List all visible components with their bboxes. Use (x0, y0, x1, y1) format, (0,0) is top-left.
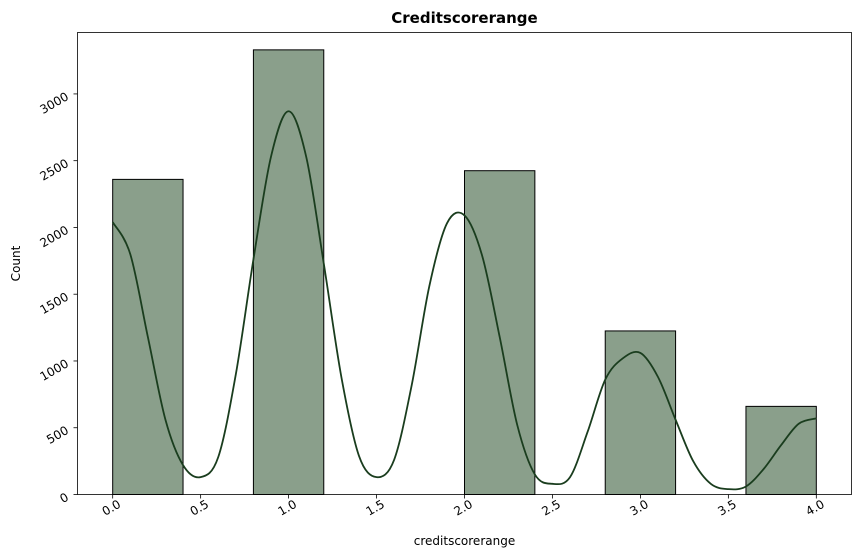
histogram-bars (112, 49, 817, 496)
x-axis-label: creditscorerange (414, 534, 515, 548)
y-tick-label: 1000 (38, 356, 71, 383)
y-tick-label: 3000 (38, 89, 71, 116)
y-axis-ticks: 0 500 1000 1500 2000 2500 3000 (38, 89, 78, 506)
x-tick-label: 3.5 (715, 497, 739, 519)
y-axis-label: Count (9, 245, 23, 281)
x-tick-label: 4.0 (803, 497, 827, 519)
y-tick-label: 2500 (38, 156, 71, 183)
kde-curve (111, 110, 817, 491)
x-tick-label: 1.0 (276, 497, 300, 519)
histogram-bar (604, 330, 677, 495)
histogram-bar (252, 49, 325, 496)
x-tick-label: 3.0 (627, 497, 651, 519)
y-tick-label: 2000 (38, 223, 71, 250)
x-tick-label: 1.5 (364, 497, 388, 519)
y-tick-label: 500 (44, 423, 71, 447)
x-tick-label: 0.5 (188, 497, 212, 519)
x-tick-label: 0.0 (100, 497, 124, 519)
x-axis-ticks: 0.0 0.5 1.0 1.5 2.0 2.5 3.0 3.5 4.0 (100, 494, 827, 519)
y-tick-label: 1500 (38, 290, 71, 317)
chart-title: Creditscorerange (391, 9, 537, 27)
y-tick-label: 0 (57, 490, 71, 506)
plot-frame (77, 32, 852, 495)
x-tick-label: 2.0 (451, 497, 475, 519)
x-tick-label: 2.5 (539, 497, 563, 519)
